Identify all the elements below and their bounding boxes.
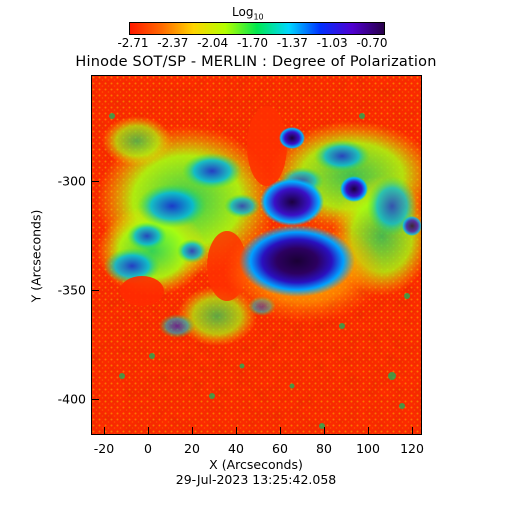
x-tick-label: 0 <box>144 441 152 456</box>
x-tick-label: 100 <box>356 441 380 456</box>
quiet-patch <box>247 106 287 186</box>
sunspots <box>224 127 421 323</box>
x-tick-label: 80 <box>316 441 332 456</box>
colorbar-tick-label: -1.70 <box>236 36 269 50</box>
x-tick-label: 40 <box>228 441 244 456</box>
y-tick-label: -350 <box>57 282 86 298</box>
x-tick-label: -20 <box>93 441 115 456</box>
x-tick-mark <box>412 427 413 435</box>
polarization-map-image <box>92 76 421 434</box>
network-speckles <box>109 113 410 429</box>
colorbar-tick-label: -0.70 <box>356 36 388 50</box>
colorbar-title-text: Log <box>232 5 254 19</box>
y-tick-mark <box>91 290 99 291</box>
x-tick-mark <box>368 427 369 435</box>
y-tick-label: -300 <box>57 173 86 189</box>
x-axis-label: X (Arcseconds) <box>209 457 303 472</box>
y-tick-mark <box>91 181 99 182</box>
colorbar <box>129 22 385 35</box>
y-axis-label: Y (Arcseconds) <box>28 209 44 303</box>
colorbar-title: Log10 <box>232 5 264 21</box>
x-tick-mark <box>280 427 281 435</box>
colorbar-tick-label: -2.71 <box>117 36 149 50</box>
x-tick-mark <box>192 427 193 435</box>
colorbar-tick-label: -2.04 <box>197 36 229 50</box>
y-tick-label: -400 <box>57 391 86 407</box>
colorbar-tick-label: -1.37 <box>276 36 308 50</box>
colorbar-tick-label: -2.37 <box>157 36 189 50</box>
x-tick-mark <box>236 427 237 435</box>
polarization-map <box>91 75 422 435</box>
timestamp: 29-Jul-2023 13:25:42.058 <box>175 472 337 487</box>
colorbar-title-subscript: 10 <box>253 12 264 22</box>
x-tick-label: 120 <box>400 441 424 456</box>
x-tick-mark <box>324 427 325 435</box>
x-tick-mark <box>104 427 105 435</box>
plot-title: Hinode SOT/SP - MERLIN : Degree of Polar… <box>75 54 437 70</box>
x-tick-label: 20 <box>184 441 200 456</box>
colorbar-tick-label: -1.03 <box>316 36 348 50</box>
quiet-patch <box>120 276 164 306</box>
y-tick-mark <box>91 399 99 400</box>
x-tick-mark <box>148 427 149 435</box>
x-tick-label: 60 <box>272 441 288 456</box>
plage-regions <box>97 116 421 346</box>
